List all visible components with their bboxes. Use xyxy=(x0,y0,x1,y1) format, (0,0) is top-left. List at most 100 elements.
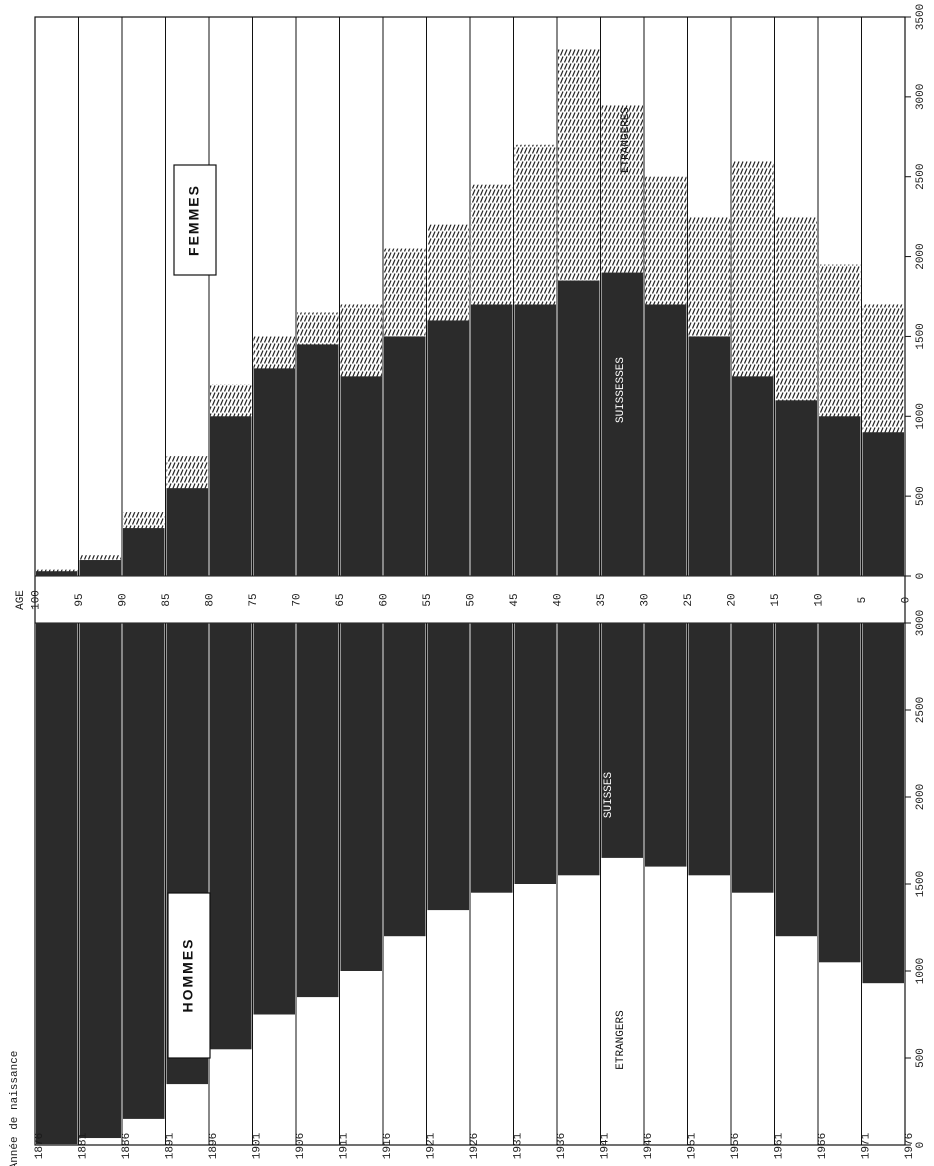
women-axis-tick-label: 3000 xyxy=(915,84,927,110)
bar-women-swiss xyxy=(166,488,208,576)
men-axis-tick-label: 0 xyxy=(915,1142,927,1149)
bar-men-swiss xyxy=(427,623,469,911)
men-axis-tick-label: 3000 xyxy=(915,610,927,636)
age-tick-label: 95 xyxy=(74,593,86,606)
bar-men-swiss xyxy=(558,623,600,876)
bar-women-swiss xyxy=(558,280,600,576)
age-tick-label: 55 xyxy=(422,593,434,606)
birth-year-tick-label: 1916 xyxy=(382,1133,394,1159)
men-axis-tick-label: 1000 xyxy=(915,958,927,984)
birth-year-tick-label: 1976 xyxy=(904,1133,916,1159)
bar-women-swiss xyxy=(688,336,730,576)
men-swiss-label: SUISSES xyxy=(603,772,615,819)
bar-women-swiss xyxy=(384,336,426,576)
age-tick-label: 45 xyxy=(509,593,521,606)
age-tick-label: 50 xyxy=(465,593,477,606)
men-panel-label: HOMMES xyxy=(180,938,196,1013)
age-tick-label: 100 xyxy=(30,590,42,610)
bar-women-swiss xyxy=(862,432,904,576)
bar-men-swiss xyxy=(732,623,774,893)
birth-year-tick-label: 1901 xyxy=(251,1132,263,1159)
age-tick-label: 40 xyxy=(552,593,564,606)
birth-year-tick-label: 1906 xyxy=(295,1133,307,1159)
bar-women-swiss xyxy=(819,416,861,576)
birth-year-tick-label: 1951 xyxy=(686,1132,698,1159)
birth-year-tick-label: 1876 xyxy=(34,1133,46,1159)
age-tick-label: 90 xyxy=(117,593,129,606)
birth-year-tick-label: 1881 xyxy=(77,1132,89,1159)
men-axis-tick-label: 2000 xyxy=(915,784,927,810)
bar-women-swiss xyxy=(210,416,252,576)
age-tick-label: 20 xyxy=(726,593,738,606)
birth-year-tick-label: 1911 xyxy=(338,1132,350,1159)
bar-men-swiss xyxy=(340,623,382,971)
bar-men-swiss xyxy=(688,623,730,876)
women-axis-tick-label: 1500 xyxy=(915,323,927,349)
bar-women-swiss xyxy=(601,272,643,576)
age-tick-label: 70 xyxy=(291,593,303,606)
chart-content: 1876 1881 1886 1891 1896 1901 1906 1911 1916 1921… xyxy=(9,4,927,1166)
women-axis-tick-label: 2500 xyxy=(915,164,927,190)
women-axis-tick-label: 500 xyxy=(915,486,927,506)
women-axis-tick-label: 0 xyxy=(915,573,927,580)
women-panel-label: FEMMES xyxy=(186,184,202,256)
age-tick-label: 25 xyxy=(683,593,695,606)
bar-men-swiss xyxy=(79,623,121,1139)
birth-year-tick-label: 1956 xyxy=(730,1133,742,1159)
bar-men-swiss xyxy=(471,623,513,893)
birth-year-tick-label: 1936 xyxy=(556,1133,568,1159)
men-axis-tick-label: 1500 xyxy=(915,871,927,897)
bar-women-swiss xyxy=(645,304,687,576)
birth-year-tick-label: 1971 xyxy=(860,1132,872,1159)
birth-year-tick-label: 1926 xyxy=(469,1133,481,1159)
bar-men-swiss xyxy=(210,623,252,1050)
men-label-box xyxy=(167,892,211,1059)
bar-women-swiss xyxy=(36,571,78,576)
birth-year-tick-label: 1886 xyxy=(121,1133,133,1159)
bar-men-swiss xyxy=(36,623,78,1145)
women-foreign-label: ETRANGERES xyxy=(620,107,632,173)
men-axis-tick-label: 2500 xyxy=(915,697,927,723)
age-tick-label: 80 xyxy=(204,593,216,606)
birth-year-axis-label: Année de naissance xyxy=(9,1051,21,1166)
bar-men-swiss xyxy=(384,623,426,937)
age-tick-label: 15 xyxy=(770,593,782,606)
birth-year-tick-label: 1921 xyxy=(425,1132,437,1159)
age-tick-label: 75 xyxy=(248,593,260,606)
bar-men-swiss xyxy=(645,623,687,867)
bar-women-swiss xyxy=(732,376,774,576)
bar-women-swiss xyxy=(514,304,556,576)
bar-men-swiss xyxy=(601,623,643,858)
birth-year-tick-label: 1941 xyxy=(599,1132,611,1159)
age-tick-label: 65 xyxy=(335,593,347,606)
bar-women-swiss xyxy=(427,320,469,576)
birth-year-tick-label: 1966 xyxy=(817,1133,829,1159)
women-axis-tick-label: 3500 xyxy=(915,4,927,30)
age-tick-label: 0 xyxy=(900,597,912,604)
bar-women-swiss xyxy=(79,560,121,576)
bar-women-swiss xyxy=(297,344,339,576)
birth-year-tick-label: 1931 xyxy=(512,1132,524,1159)
age-tick-label: 85 xyxy=(161,593,173,606)
bar-men-swiss xyxy=(819,623,861,963)
bar-women-swiss xyxy=(775,400,817,576)
age-tick-label: 5 xyxy=(857,597,869,604)
men-axis-tick-label: 500 xyxy=(915,1048,927,1068)
bar-women-swiss xyxy=(340,376,382,576)
bar-men-swiss xyxy=(514,623,556,884)
women-swiss-label: SUISSESSES xyxy=(615,357,627,423)
bar-women-swiss xyxy=(123,528,165,576)
bar-men-swiss xyxy=(862,623,904,984)
birth-year-tick-label: 1946 xyxy=(643,1133,655,1159)
age-tick-label: 35 xyxy=(596,593,608,606)
bar-women-swiss xyxy=(253,368,295,576)
age-tick-label: 30 xyxy=(639,593,651,606)
age-tick-label: 60 xyxy=(378,593,390,606)
bar-men-swiss xyxy=(123,623,165,1119)
bar-men-swiss xyxy=(253,623,295,1015)
women-axis-tick-label: 2000 xyxy=(915,243,927,269)
women-axis-tick-label: 1000 xyxy=(915,403,927,429)
birth-year-tick-label: 1896 xyxy=(208,1133,220,1159)
birth-year-tick-label: 1961 xyxy=(773,1132,785,1159)
